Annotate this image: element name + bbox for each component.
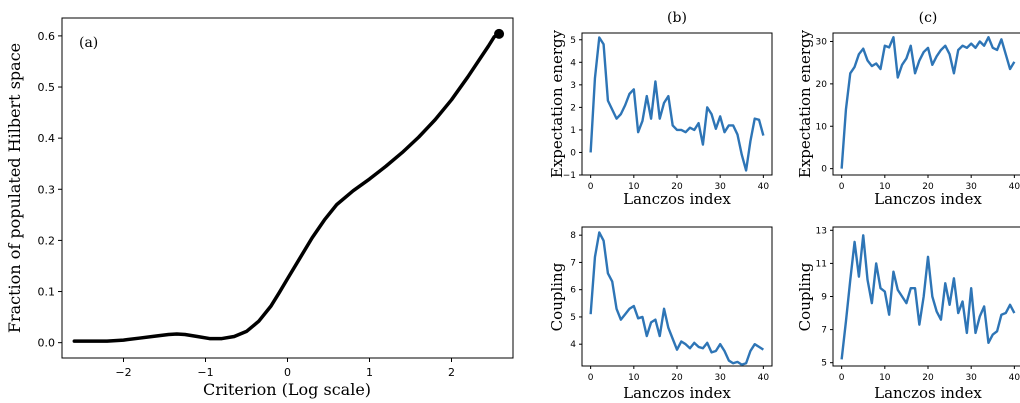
series-line-b-top — [589, 36, 765, 172]
y-tick-label: −1 — [563, 171, 576, 181]
y-tick-label: 7 — [570, 258, 576, 268]
y-tick-label: 0 — [570, 148, 576, 158]
y-tick-label: 3 — [570, 81, 576, 91]
x-tick-label: 30 — [714, 373, 726, 383]
y-tick-label: 0.5 — [38, 81, 56, 94]
x-tick-label: 0 — [839, 182, 845, 192]
x-tick-label: 40 — [758, 373, 770, 383]
y-tick-label: 13 — [816, 226, 827, 236]
x-tick-label: 40 — [758, 182, 770, 192]
y-tick-label: 30 — [816, 37, 828, 47]
panel-label-a: (a) — [79, 35, 98, 51]
panel-b-bottom: 0 10 20 30 40 4 5 6 7 8 Lanczos index Coupling — [548, 226, 773, 402]
series-line-a — [72, 32, 501, 343]
x-tick-label: 30 — [965, 182, 977, 192]
series-line-b-bottom — [589, 231, 765, 366]
series-a — [72, 28, 505, 343]
y-tick-label: 0 — [821, 165, 827, 175]
y-tick-label: 10 — [816, 122, 828, 132]
panel-b-top: (b) 0 10 20 30 40 −1 0 1 2 3 4 5 Lanczos index Expe… — [548, 10, 773, 208]
ylabel-c-bottom: Coupling — [796, 262, 814, 331]
y-tick-label: 9 — [821, 293, 827, 303]
ylabel-a: Fraction of populated Hilbert space — [5, 43, 24, 333]
xlabel-c-top: Lanczos index — [874, 190, 982, 208]
y-tick-label: 0.6 — [38, 30, 56, 43]
x-tick-label: 30 — [965, 373, 977, 383]
x-tick-label: 1 — [366, 366, 373, 379]
y-tick-label: 5 — [570, 36, 576, 46]
axis-ticks-c-top: 0 10 20 30 40 0 10 20 30 — [816, 37, 1020, 192]
panel-label-c: (c) — [919, 10, 938, 26]
y-tick-label: 1 — [570, 126, 576, 136]
y-tick-label: 0.3 — [38, 183, 56, 196]
xlabel-b-bottom: Lanczos index — [623, 384, 731, 402]
x-tick-label: 0 — [588, 373, 594, 383]
x-tick-label: 10 — [879, 373, 891, 383]
x-tick-label: 0 — [588, 182, 594, 192]
ylabel-b-bottom: Coupling — [548, 262, 566, 331]
y-tick-label: 4 — [570, 340, 576, 350]
panel-c-bottom: 0 10 20 30 40 5 7 9 11 13 Lanczos index Coupling — [796, 226, 1020, 402]
x-tick-label: 2 — [448, 366, 455, 379]
y-tick-label: 11 — [816, 259, 827, 269]
x-tick-label: −1 — [197, 366, 213, 379]
y-tick-label: 0.4 — [38, 132, 56, 145]
endpoint-cluster-a — [494, 28, 505, 39]
panel-a: (a) −2 −1 0 1 2 0.0 0.1 0.2 0.3 0.4 0.5 0.6 Criteri… — [5, 17, 514, 399]
y-tick-label: 8 — [570, 231, 576, 241]
xlabel-b-top: Lanczos index — [623, 190, 731, 208]
x-tick-label: 0 — [839, 373, 845, 383]
y-tick-label: 4 — [570, 58, 576, 68]
panel-c-top: (c) 0 10 20 30 40 0 10 20 30 Lanczos index Expec… — [796, 10, 1020, 208]
x-tick-label: 20 — [671, 182, 683, 192]
xlabel-a: Criterion (Log scale) — [203, 380, 371, 399]
y-tick-label: 20 — [816, 80, 828, 90]
x-tick-label: 10 — [879, 182, 891, 192]
x-tick-label: 20 — [922, 182, 934, 192]
axis-ticks-b-bottom: 0 10 20 30 40 4 5 6 7 8 — [570, 231, 769, 383]
y-tick-label: 7 — [821, 326, 827, 336]
y-tick-label: 0.2 — [38, 234, 56, 247]
y-tick-label: 0.1 — [38, 286, 56, 299]
plot-frame-c-top — [832, 32, 1020, 176]
axis-ticks-a: −2 −1 0 1 2 0.0 0.1 0.2 0.3 0.4 0.5 0.6 — [38, 30, 456, 379]
ylabel-b-top: Expectation energy — [548, 29, 566, 178]
series-line-c-top — [840, 36, 1016, 169]
xlabel-c-bottom: Lanczos index — [874, 384, 982, 402]
ylabel-c-top: Expectation energy — [796, 29, 814, 178]
x-tick-label: 10 — [628, 182, 640, 192]
panel-label-b: (b) — [667, 10, 687, 26]
y-tick-label: 6 — [570, 286, 576, 296]
y-tick-label: 5 — [821, 359, 827, 369]
plot-frame-b-bottom — [581, 226, 773, 367]
series-line-c-bottom — [840, 234, 1016, 360]
x-tick-label: 40 — [1009, 373, 1020, 383]
x-tick-label: 30 — [714, 182, 726, 192]
y-tick-label: 0.0 — [38, 337, 56, 350]
axis-ticks-b-top: 0 10 20 30 40 −1 0 1 2 3 4 5 — [563, 36, 770, 192]
axis-ticks-c-bottom: 0 10 20 30 40 5 7 9 11 13 — [816, 226, 1020, 383]
x-tick-label: −2 — [115, 366, 131, 379]
x-tick-label: 20 — [922, 373, 934, 383]
x-tick-label: 10 — [628, 373, 640, 383]
plot-frame-a — [61, 17, 514, 359]
y-tick-label: 2 — [570, 103, 576, 113]
x-tick-label: 20 — [671, 373, 683, 383]
x-tick-label: 40 — [1009, 182, 1020, 192]
x-tick-label: 0 — [284, 366, 291, 379]
y-tick-label: 5 — [570, 313, 576, 323]
